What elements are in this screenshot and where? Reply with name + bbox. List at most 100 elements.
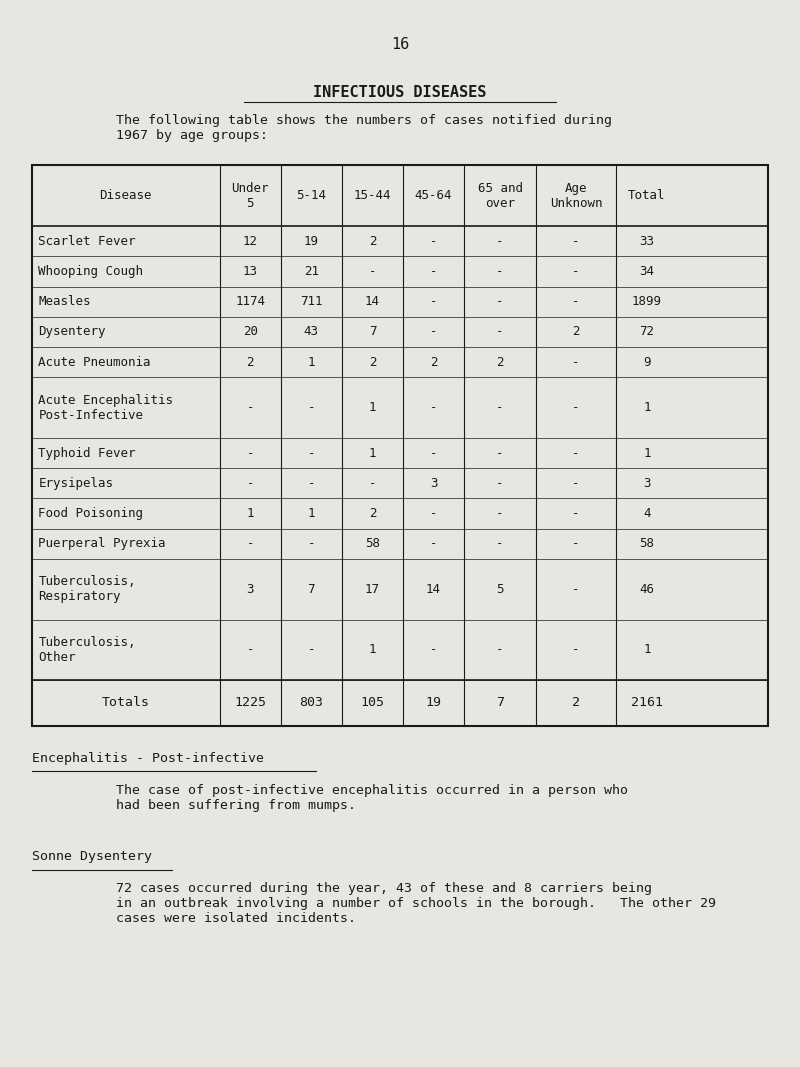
Text: -: - — [496, 265, 504, 277]
Text: -: - — [430, 235, 438, 248]
Text: 3: 3 — [643, 477, 650, 490]
Text: 2: 2 — [572, 325, 580, 338]
Text: 46: 46 — [639, 583, 654, 595]
Text: 5: 5 — [496, 583, 504, 595]
Text: 2: 2 — [369, 235, 376, 248]
Text: Total: Total — [628, 189, 666, 202]
Text: 45-64: 45-64 — [414, 189, 452, 202]
Text: Encephalitis - Post-infective: Encephalitis - Post-infective — [32, 752, 264, 765]
Text: -: - — [572, 235, 580, 248]
Text: 13: 13 — [242, 265, 258, 277]
Text: -: - — [496, 447, 504, 460]
Text: -: - — [246, 538, 254, 551]
Text: 4: 4 — [643, 507, 650, 520]
Text: -: - — [496, 643, 504, 656]
Text: -: - — [430, 401, 438, 414]
Text: 3: 3 — [430, 477, 438, 490]
Text: -: - — [496, 477, 504, 490]
Text: 1: 1 — [246, 507, 254, 520]
Text: 7: 7 — [496, 697, 504, 710]
Text: 1: 1 — [369, 447, 376, 460]
Text: Erysipelas: Erysipelas — [38, 477, 114, 490]
Text: -: - — [496, 401, 504, 414]
Text: -: - — [246, 643, 254, 656]
Text: 33: 33 — [639, 235, 654, 248]
Text: -: - — [496, 235, 504, 248]
Text: 12: 12 — [242, 235, 258, 248]
Text: 803: 803 — [299, 697, 323, 710]
Text: 1: 1 — [307, 355, 315, 369]
Text: -: - — [369, 477, 376, 490]
Text: -: - — [572, 296, 580, 308]
Text: 14: 14 — [426, 583, 441, 595]
Text: -: - — [572, 447, 580, 460]
Text: Disease: Disease — [99, 189, 152, 202]
Text: -: - — [496, 507, 504, 520]
Text: INFECTIOUS DISEASES: INFECTIOUS DISEASES — [314, 85, 486, 100]
Text: -: - — [307, 643, 315, 656]
Text: 16: 16 — [391, 37, 409, 52]
Text: 20: 20 — [242, 325, 258, 338]
Text: -: - — [572, 401, 580, 414]
Text: -: - — [246, 401, 254, 414]
Text: Age
Unknown: Age Unknown — [550, 181, 602, 209]
Text: 1: 1 — [643, 643, 650, 656]
Text: -: - — [246, 447, 254, 460]
Text: 2: 2 — [369, 507, 376, 520]
Text: 17: 17 — [365, 583, 380, 595]
Text: 2: 2 — [246, 355, 254, 369]
Text: -: - — [369, 265, 376, 277]
Text: Typhoid Fever: Typhoid Fever — [38, 447, 136, 460]
Text: Under
5: Under 5 — [231, 181, 269, 209]
Text: 1: 1 — [369, 643, 376, 656]
Text: -: - — [572, 477, 580, 490]
Text: Dysentery: Dysentery — [38, 325, 106, 338]
Text: Tuberculosis,
Other: Tuberculosis, Other — [38, 636, 136, 664]
Text: 105: 105 — [361, 697, 385, 710]
Text: Acute Pneumonia: Acute Pneumonia — [38, 355, 151, 369]
Text: 2: 2 — [430, 355, 438, 369]
Text: 2161: 2161 — [631, 697, 663, 710]
Text: 1225: 1225 — [234, 697, 266, 710]
Text: Whooping Cough: Whooping Cough — [38, 265, 143, 277]
Text: 72: 72 — [639, 325, 654, 338]
Text: -: - — [572, 538, 580, 551]
Text: 1: 1 — [369, 401, 376, 414]
Text: Totals: Totals — [102, 697, 150, 710]
Text: The following table shows the numbers of cases notified during
1967 by age group: The following table shows the numbers of… — [116, 114, 612, 142]
Text: -: - — [307, 401, 315, 414]
Text: -: - — [430, 538, 438, 551]
Text: -: - — [430, 507, 438, 520]
Text: Scarlet Fever: Scarlet Fever — [38, 235, 136, 248]
Text: -: - — [430, 447, 438, 460]
Text: 1: 1 — [307, 507, 315, 520]
Text: Puerperal Pyrexia: Puerperal Pyrexia — [38, 538, 166, 551]
Text: -: - — [572, 355, 580, 369]
Text: 43: 43 — [304, 325, 319, 338]
Text: 5-14: 5-14 — [296, 189, 326, 202]
Text: 21: 21 — [304, 265, 319, 277]
Text: 58: 58 — [365, 538, 380, 551]
Text: -: - — [430, 643, 438, 656]
Text: 2: 2 — [369, 355, 376, 369]
Text: Food Poisoning: Food Poisoning — [38, 507, 143, 520]
Text: 711: 711 — [300, 296, 322, 308]
Text: Sonne Dysentery: Sonne Dysentery — [32, 850, 152, 863]
Text: 72 cases occurred during the year, 43 of these and 8 carriers being
in an outbre: 72 cases occurred during the year, 43 of… — [116, 882, 716, 925]
Text: -: - — [430, 325, 438, 338]
Text: 2: 2 — [572, 697, 580, 710]
Text: 58: 58 — [639, 538, 654, 551]
Text: 2: 2 — [496, 355, 504, 369]
Text: 19: 19 — [426, 697, 442, 710]
Text: -: - — [307, 477, 315, 490]
Text: 9: 9 — [643, 355, 650, 369]
Text: -: - — [307, 447, 315, 460]
Text: -: - — [572, 507, 580, 520]
Text: -: - — [572, 643, 580, 656]
Text: 3: 3 — [246, 583, 254, 595]
Text: -: - — [246, 477, 254, 490]
Text: -: - — [572, 583, 580, 595]
Text: 14: 14 — [365, 296, 380, 308]
Text: Tuberculosis,
Respiratory: Tuberculosis, Respiratory — [38, 575, 136, 603]
Text: 15-44: 15-44 — [354, 189, 391, 202]
